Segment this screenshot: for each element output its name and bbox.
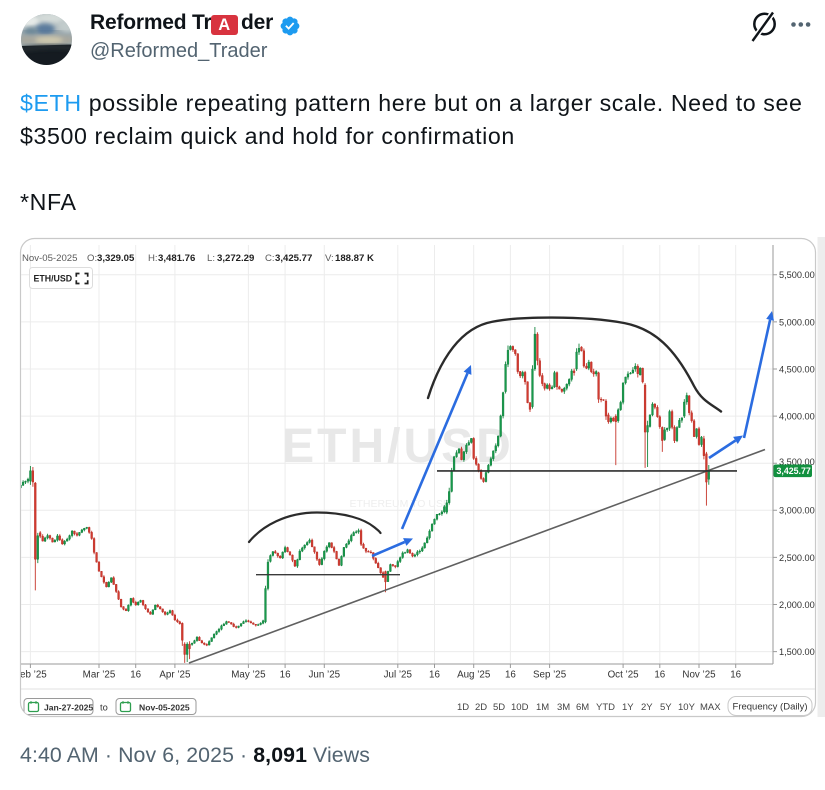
svg-text:YTD: YTD xyxy=(596,702,615,713)
svg-text:5,000.00: 5,000.00 xyxy=(779,317,815,327)
svg-text:Nov-05-2025: Nov-05-2025 xyxy=(22,253,77,264)
svg-text:3,272.29: 3,272.29 xyxy=(217,253,254,264)
svg-text:ETHEREUM TO USD: ETHEREUM TO USD xyxy=(349,498,451,510)
svg-text:Mar ’25: Mar ’25 xyxy=(83,670,116,681)
svg-text:188.87 K: 188.87 K xyxy=(335,253,374,264)
svg-text:2,500.00: 2,500.00 xyxy=(779,553,815,563)
svg-text:L:: L: xyxy=(207,253,215,264)
svg-text:5,500.00: 5,500.00 xyxy=(779,270,815,280)
svg-text:MAX: MAX xyxy=(700,702,721,713)
svg-text:3,425.77: 3,425.77 xyxy=(777,466,811,476)
svg-text:May ’25: May ’25 xyxy=(231,670,266,681)
svg-text:ETH/USD: ETH/USD xyxy=(34,274,73,284)
svg-text:O:: O: xyxy=(87,253,97,264)
svg-text:Jul ’25: Jul ’25 xyxy=(384,670,413,681)
svg-text:1M: 1M xyxy=(536,702,549,713)
svg-text:10D: 10D xyxy=(511,702,529,713)
svg-text:Nov ’25: Nov ’25 xyxy=(682,670,716,681)
svg-text:2,000.00: 2,000.00 xyxy=(779,600,815,610)
svg-text:3,329.05: 3,329.05 xyxy=(97,253,135,264)
svg-text:5D: 5D xyxy=(493,702,505,713)
svg-text:16: 16 xyxy=(505,670,516,681)
svg-text:16: 16 xyxy=(654,670,665,681)
svg-text:4,000.00: 4,000.00 xyxy=(779,412,815,422)
svg-text:1,500.00: 1,500.00 xyxy=(779,647,815,657)
svg-text:Feb ’25: Feb ’25 xyxy=(14,670,47,681)
svg-text:Jun ’25: Jun ’25 xyxy=(309,670,341,681)
svg-text:2Y: 2Y xyxy=(641,702,653,713)
svg-text:Frequency (Daily): Frequency (Daily) xyxy=(733,702,808,713)
svg-text:3,481.76: 3,481.76 xyxy=(158,253,195,264)
svg-text:16: 16 xyxy=(429,670,440,681)
svg-text:Jan-27-2025: Jan-27-2025 xyxy=(44,703,93,713)
svg-text:Nov-05-2025: Nov-05-2025 xyxy=(139,703,190,713)
svg-text:3M: 3M xyxy=(557,702,570,713)
svg-text:16: 16 xyxy=(730,670,741,681)
svg-text:to: to xyxy=(100,703,108,713)
svg-text:2D: 2D xyxy=(475,702,487,713)
svg-text:4,500.00: 4,500.00 xyxy=(779,364,815,374)
svg-text:16: 16 xyxy=(280,670,291,681)
svg-text:Aug ’25: Aug ’25 xyxy=(457,670,491,681)
svg-text:1D: 1D xyxy=(457,702,469,713)
svg-text:1Y: 1Y xyxy=(622,702,634,713)
svg-text:16: 16 xyxy=(130,670,141,681)
svg-text:6M: 6M xyxy=(576,702,589,713)
svg-text:Apr ’25: Apr ’25 xyxy=(159,670,191,681)
svg-text:3,000.00: 3,000.00 xyxy=(779,506,815,516)
svg-text:Oct ’25: Oct ’25 xyxy=(608,670,640,681)
svg-text:Sep ’25: Sep ’25 xyxy=(533,670,567,681)
svg-text:H:: H: xyxy=(148,253,158,264)
svg-text:3,425.77: 3,425.77 xyxy=(275,253,312,264)
svg-text:10Y: 10Y xyxy=(678,702,696,713)
svg-text:5Y: 5Y xyxy=(660,702,672,713)
svg-text:V:: V: xyxy=(325,253,334,264)
svg-text:C:: C: xyxy=(265,253,275,264)
svg-text:3,500.00: 3,500.00 xyxy=(779,457,815,467)
